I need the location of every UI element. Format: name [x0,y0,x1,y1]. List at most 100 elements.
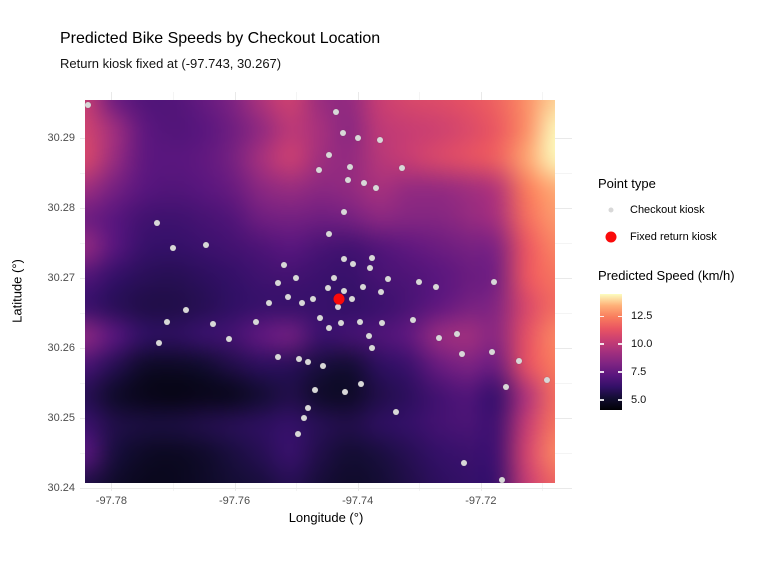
x-tick-label: -97.74 [342,495,374,507]
y-tick-label: 30.27 [47,272,75,285]
checkout-kiosk-legend-dot-icon [608,207,614,213]
colorbar-tick-mark [618,343,622,345]
checkout-kiosk-point [378,320,385,326]
checkout-kiosk-point [345,176,352,183]
checkout-kiosk-point [253,318,260,325]
checkout-kiosk-point [349,260,356,267]
checkout-kiosk-point [376,136,383,143]
checkout-kiosk-point [432,283,439,290]
checkout-kiosk-legend-label: Checkout kiosk [630,204,705,216]
y-tick-label: 30.29 [47,132,75,145]
checkout-kiosk-point [454,330,461,337]
checkout-kiosk-point [378,289,385,296]
fixed-return-kiosk-legend-dot-icon [605,231,617,243]
checkout-kiosk-point [203,241,210,248]
checkout-kiosk-point [341,287,348,294]
checkout-kiosk-point [296,356,303,363]
checkout-kiosk-point [85,101,91,108]
checkout-kiosk-point [266,299,273,306]
checkout-kiosk-point [340,255,347,262]
checkout-kiosk-point [319,362,326,369]
x-tick-label: -97.76 [218,495,251,507]
checkout-kiosk-point [153,219,160,226]
checkout-kiosk-point [373,184,380,191]
checkout-kiosk-point [275,280,282,287]
checkout-kiosk-point [304,405,311,412]
checkout-kiosk-point [335,303,341,310]
checkout-kiosk-point [156,339,163,346]
checkout-kiosk-point [392,408,399,415]
checkout-kiosk-point [368,345,375,352]
checkout-kiosk-point [503,383,510,390]
checkout-kiosk-point [332,109,339,116]
checkout-kiosk-point [325,324,332,331]
checkout-kiosk-point [338,320,345,326]
checkout-kiosk-point [361,180,368,186]
y-tick-label: 30.25 [47,412,75,425]
colorbar-legend-title: Predicted Speed (km/h) [598,268,735,283]
checkout-kiosk-point [415,279,422,286]
checkout-kiosk-point [210,320,216,327]
checkout-kiosk-point [516,357,523,364]
checkout-kiosk-point [366,333,373,340]
checkout-kiosk-point [293,275,300,282]
fixed-return-kiosk-legend-label: Fixed return kiosk [630,231,717,243]
x-tick-label: -97.78 [95,495,127,507]
checkout-kiosk-point [169,245,176,252]
colorbar-tick-label: 12.5 [631,310,653,323]
colorbar-tick-mark [618,371,622,373]
x-tick-label: -97.72 [465,495,497,507]
heatmap-clip [85,100,555,483]
checkout-kiosk-point [280,261,287,268]
checkout-kiosk-point [409,316,416,323]
checkout-kiosk-point [324,285,331,291]
colorbar-tick-mark [600,399,604,401]
checkout-kiosk-point [358,380,365,387]
checkout-kiosk-point [341,208,348,215]
checkout-kiosk-point [367,265,374,272]
checkout-kiosk-point [311,386,318,393]
colorbar-gradient [600,294,622,410]
checkout-kiosk-point [309,295,316,302]
fixed-return-kiosk-point [333,293,345,305]
y-tick-label: 30.26 [47,342,75,355]
checkout-kiosk-point [384,275,391,282]
colorbar-tick-mark [618,315,622,318]
y-gridline-major [80,488,572,490]
colorbar-tick-label: 5.0 [631,393,647,406]
checkout-kiosk-point [330,274,337,281]
checkout-kiosk-point [435,334,442,341]
checkout-kiosk-point [461,460,468,466]
checkout-kiosk-point [544,376,551,383]
checkout-kiosk-point [315,166,322,173]
checkout-kiosk-point [163,318,170,325]
checkout-kiosk-point [359,284,366,291]
plot-title: Predicted Bike Speeds by Checkout Locati… [60,30,381,47]
checkout-kiosk-point [274,353,281,360]
checkout-kiosk-point [368,254,375,261]
checkout-kiosk-point [349,296,356,303]
y-tick-label: 30.24 [47,482,75,495]
point-type-legend-title: Point type [598,176,656,191]
colorbar-tick-mark [600,315,604,318]
checkout-kiosk-point [347,163,354,170]
checkout-kiosk-point [342,389,349,396]
checkout-kiosk-point [355,134,362,141]
checkout-kiosk-point [326,231,333,238]
checkout-kiosk-point [399,165,406,172]
checkout-kiosk-point [294,431,301,438]
checkout-kiosk-point [356,318,363,325]
colorbar-tick-label: 10.0 [631,338,653,351]
checkout-kiosk-point [491,279,498,286]
points-layer [80,92,572,491]
checkout-kiosk-point [339,129,346,136]
checkout-kiosk-point [226,336,233,343]
checkout-kiosk-point [284,294,291,301]
checkout-kiosk-point [488,348,495,355]
colorbar-tick-mark [600,371,604,373]
x-axis-title: Longitude (°) [288,510,364,525]
checkout-kiosk-point [304,358,311,365]
checkout-kiosk-point [459,350,466,357]
checkout-kiosk-point [326,152,333,158]
